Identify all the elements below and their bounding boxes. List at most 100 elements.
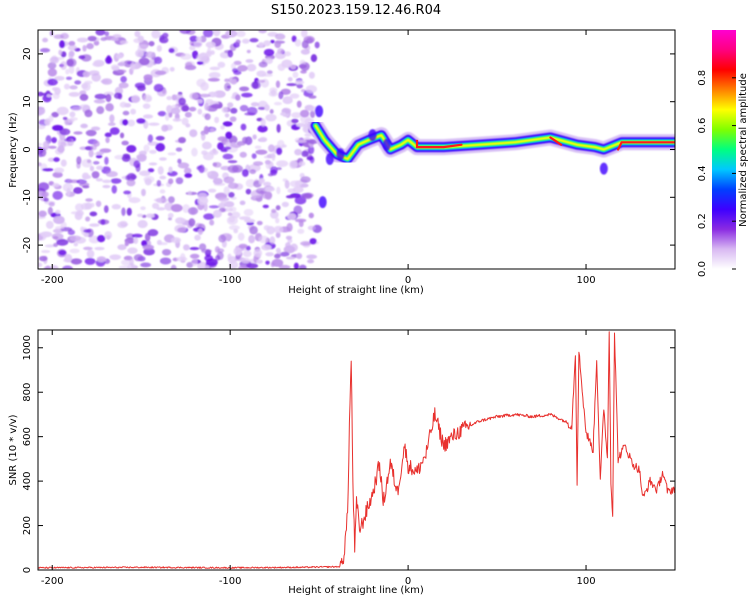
noise-speck bbox=[138, 150, 147, 156]
noise-speck bbox=[273, 225, 284, 234]
noise-speck bbox=[291, 118, 299, 124]
noise-speck bbox=[187, 207, 199, 215]
noise-speck bbox=[177, 227, 187, 233]
noise-speck bbox=[191, 257, 198, 267]
noise-speck bbox=[129, 257, 134, 266]
noise-speck bbox=[73, 187, 83, 194]
noise-speck bbox=[285, 195, 295, 199]
noise-speck bbox=[287, 188, 296, 194]
noise-speck bbox=[168, 47, 175, 54]
noise-speck bbox=[57, 145, 65, 153]
noise-speck bbox=[51, 111, 59, 118]
noise-speck bbox=[296, 252, 303, 260]
noise-speck bbox=[265, 113, 277, 122]
noise-speck bbox=[253, 248, 263, 258]
noise-speck bbox=[65, 68, 70, 75]
noise-speck bbox=[59, 128, 71, 136]
noise-speck bbox=[197, 196, 209, 206]
noise-speck bbox=[274, 40, 282, 49]
noise-speck bbox=[148, 162, 158, 166]
noise-speck bbox=[213, 30, 221, 37]
noise-speck bbox=[295, 139, 307, 143]
noise-speck bbox=[306, 254, 318, 260]
noise-speck bbox=[264, 191, 273, 200]
noise-speck bbox=[47, 206, 53, 215]
noise-speck bbox=[119, 101, 128, 108]
noise-speck bbox=[67, 118, 75, 123]
noise-speck bbox=[84, 109, 93, 118]
noise-speck bbox=[76, 37, 89, 43]
snr-frame bbox=[37, 329, 676, 571]
noise-speck bbox=[285, 242, 291, 249]
noise-speck bbox=[196, 36, 202, 42]
noise-speck bbox=[286, 213, 297, 220]
noise-speck bbox=[227, 160, 238, 164]
noise-speck bbox=[43, 197, 49, 202]
noise-speck bbox=[275, 217, 280, 224]
noise-speck bbox=[123, 190, 132, 195]
noise-speck bbox=[153, 83, 164, 93]
colorbar-axes: 0.0 0.2 0.4 0.6 0.8 bbox=[697, 70, 736, 277]
spectrogram-xtick-label: -100 bbox=[219, 275, 242, 286]
noise-speck bbox=[91, 171, 100, 179]
ridge-blob bbox=[325, 153, 334, 166]
noise-speck bbox=[109, 114, 115, 123]
noise-speck bbox=[242, 136, 249, 144]
noise-speck bbox=[116, 53, 123, 59]
noise-speck bbox=[152, 202, 160, 210]
noise-speck bbox=[301, 150, 309, 157]
noise-speck bbox=[82, 45, 87, 52]
noise-speck bbox=[95, 30, 106, 36]
noise-speck bbox=[88, 149, 94, 158]
noise-speck bbox=[286, 222, 293, 232]
noise-speck bbox=[227, 182, 239, 189]
noise-speck bbox=[140, 262, 152, 268]
noise-speck bbox=[293, 262, 299, 269]
noise-speck bbox=[49, 30, 54, 37]
noise-speck bbox=[229, 206, 237, 212]
noise-speck bbox=[157, 166, 164, 175]
noise-speck bbox=[233, 60, 242, 66]
noise-speck bbox=[265, 252, 274, 257]
noise-speck bbox=[52, 124, 64, 132]
noise-speck bbox=[116, 69, 127, 74]
noise-speck bbox=[204, 265, 210, 269]
noise-speck bbox=[96, 256, 107, 263]
colorbar-tick-label: 0.4 bbox=[697, 165, 708, 181]
noise-speck bbox=[167, 170, 178, 177]
noise-speck bbox=[156, 179, 162, 187]
noise-speck bbox=[297, 228, 305, 234]
noise-speck bbox=[38, 262, 43, 268]
noise-speck bbox=[168, 166, 173, 173]
noise-speck bbox=[235, 94, 241, 101]
noise-speck bbox=[118, 265, 131, 269]
noise-speck bbox=[314, 41, 320, 49]
noise-speck bbox=[70, 258, 83, 265]
noise-speck bbox=[223, 176, 235, 184]
noise-speck bbox=[256, 259, 263, 264]
noise-speck bbox=[188, 106, 197, 112]
noise-speck bbox=[86, 159, 92, 164]
noise-speck bbox=[118, 82, 129, 89]
noise-speck bbox=[266, 226, 275, 235]
noise-speck bbox=[275, 247, 281, 253]
noise-speck bbox=[237, 64, 248, 72]
noise-speck bbox=[291, 112, 302, 119]
noise-speck bbox=[281, 201, 289, 208]
noise-speck bbox=[289, 160, 298, 169]
noise-speck bbox=[45, 265, 51, 269]
noise-speck bbox=[117, 244, 127, 251]
colorbar: 0.0 0.2 0.4 0.6 0.8 Normalized spectral ampl… bbox=[697, 30, 749, 277]
noise-speck bbox=[104, 31, 110, 37]
noise-speck bbox=[154, 70, 167, 75]
ridge-hot bbox=[549, 136, 563, 146]
noise-speck bbox=[300, 30, 308, 38]
noise-speck bbox=[249, 226, 258, 235]
noise-speck bbox=[212, 177, 223, 185]
noise-speck bbox=[95, 154, 103, 159]
noise-speck bbox=[287, 76, 293, 82]
noise-speck bbox=[227, 102, 234, 108]
noise-speck bbox=[95, 178, 103, 182]
noise-speck bbox=[110, 178, 122, 184]
noise-speck bbox=[227, 253, 232, 260]
